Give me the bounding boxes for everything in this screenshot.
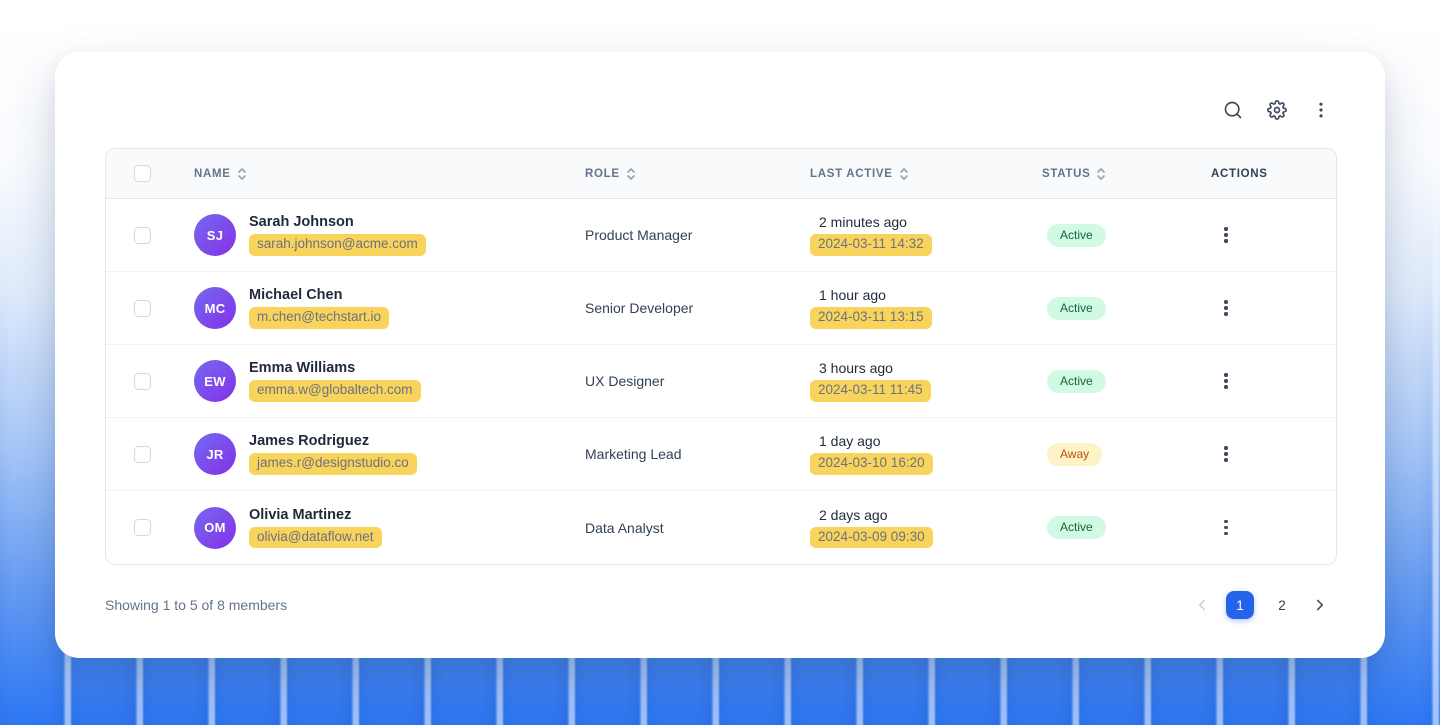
- results-summary: Showing 1 to 5 of 8 members: [105, 597, 288, 613]
- sort-icon: [1096, 167, 1106, 181]
- column-label: STATUS: [1042, 167, 1091, 180]
- member-email: emma.w@globaltech.com: [249, 380, 421, 402]
- column-header-actions: ACTIONS: [1211, 168, 1336, 180]
- column-label: LAST ACTIVE: [810, 167, 893, 180]
- table-row[interactable]: MC Michael Chen m.chen@techstart.io Seni…: [106, 272, 1336, 345]
- avatar: EW: [194, 360, 236, 402]
- last-active-timestamp: 2024-03-09 09:30: [810, 526, 933, 549]
- last-active-timestamp: 2024-03-10 16:20: [810, 453, 933, 475]
- status-badge: Away: [1047, 442, 1103, 466]
- last-active-relative: 1 day ago: [819, 433, 881, 450]
- table-row[interactable]: SJ Sarah Johnson sarah.johnson@acme.com …: [106, 199, 1336, 272]
- status-badge: Active: [1047, 296, 1106, 320]
- column-label: ACTIONS: [1211, 167, 1268, 180]
- row-checkbox[interactable]: [133, 519, 151, 536]
- member-role: Product Manager: [585, 227, 693, 243]
- member-email: james.r@designstudio.co: [249, 453, 417, 475]
- member-email: olivia@dataflow.net: [249, 526, 382, 549]
- column-label: NAME: [194, 167, 231, 180]
- last-active-relative: 1 hour ago: [819, 287, 886, 304]
- avatar: JR: [194, 433, 236, 475]
- settings-gear-icon[interactable]: [1267, 100, 1287, 120]
- more-vertical-icon[interactable]: [1311, 100, 1331, 120]
- column-header-status[interactable]: STATUS: [1042, 167, 1211, 181]
- last-active-timestamp: 2024-03-11 11:45: [810, 380, 931, 402]
- avatar: SJ: [194, 214, 236, 256]
- row-checkbox[interactable]: [133, 299, 151, 317]
- member-role: Senior Developer: [585, 300, 694, 316]
- row-actions-button[interactable]: [1213, 366, 1239, 396]
- row-actions-button[interactable]: [1213, 439, 1239, 469]
- members-table: NAME ROLE LAST ACTIVE STATUS ACTIONS: [105, 148, 1337, 565]
- member-name: Michael Chen: [249, 287, 343, 304]
- row-actions-button[interactable]: [1213, 220, 1239, 250]
- status-badge: Active: [1047, 223, 1106, 247]
- previous-page-button[interactable]: [1192, 591, 1212, 619]
- next-page-button[interactable]: [1310, 591, 1330, 619]
- last-active-relative: 3 hours ago: [819, 360, 893, 377]
- sort-icon: [237, 167, 247, 181]
- select-all-checkbox[interactable]: [133, 165, 151, 182]
- page-button[interactable]: 2: [1268, 591, 1296, 619]
- member-role: Marketing Lead: [585, 446, 682, 462]
- last-active-relative: 2 days ago: [819, 506, 888, 523]
- row-checkbox[interactable]: [133, 445, 151, 463]
- column-header-last-active[interactable]: LAST ACTIVE: [810, 167, 1042, 181]
- toolbar: [55, 52, 1385, 120]
- table-row[interactable]: JR James Rodriguez james.r@designstudio.…: [106, 418, 1336, 491]
- status-badge: Active: [1047, 369, 1106, 393]
- sort-icon: [626, 167, 636, 181]
- member-email: m.chen@techstart.io: [249, 307, 390, 329]
- last-active-timestamp: 2024-03-11 14:32: [810, 234, 932, 256]
- row-checkbox[interactable]: [133, 226, 151, 244]
- column-label: ROLE: [585, 167, 620, 180]
- row-actions-button[interactable]: [1213, 513, 1239, 543]
- member-name: James Rodriguez: [249, 433, 370, 450]
- column-header-name[interactable]: NAME: [178, 167, 585, 181]
- table-body: SJ Sarah Johnson sarah.johnson@acme.com …: [106, 199, 1336, 564]
- status-badge: Active: [1047, 516, 1106, 539]
- sort-icon: [899, 167, 909, 181]
- member-name: Olivia Martinez: [249, 506, 352, 523]
- page-button[interactable]: 1: [1226, 591, 1254, 619]
- table-row[interactable]: EW Emma Williams emma.w@globaltech.com U…: [106, 345, 1336, 418]
- member-name: Emma Williams: [249, 360, 356, 377]
- search-icon[interactable]: [1223, 100, 1243, 120]
- table-header: NAME ROLE LAST ACTIVE STATUS ACTIONS: [106, 149, 1336, 199]
- members-card: NAME ROLE LAST ACTIVE STATUS ACTIONS: [55, 52, 1385, 658]
- member-role: Data Analyst: [585, 519, 664, 536]
- column-header-role[interactable]: ROLE: [585, 167, 810, 181]
- row-actions-button[interactable]: [1213, 293, 1239, 323]
- avatar: MC: [194, 287, 236, 329]
- member-role: UX Designer: [585, 373, 665, 389]
- last-active-timestamp: 2024-03-11 13:15: [810, 307, 932, 329]
- table-row[interactable]: OM Olivia Martinez olivia@dataflow.net D…: [106, 491, 1336, 564]
- row-checkbox[interactable]: [133, 372, 151, 390]
- avatar: OM: [194, 506, 236, 549]
- last-active-relative: 2 minutes ago: [819, 214, 907, 231]
- member-name: Sarah Johnson: [249, 214, 354, 231]
- member-email: sarah.johnson@acme.com: [249, 234, 426, 256]
